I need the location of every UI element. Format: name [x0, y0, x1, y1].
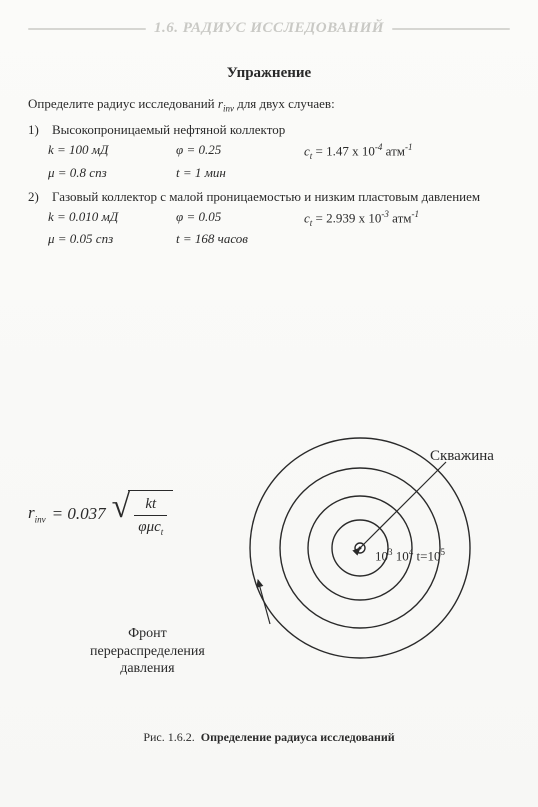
exercise-title: Упражнение — [28, 65, 510, 82]
label-time-ticks: 103 104 t=105 — [375, 547, 445, 564]
case-1-title: Высокопроницаемый нефтяной коллектор — [52, 122, 510, 138]
case-2-t: t = 168 часов — [176, 231, 276, 247]
caption-number: Рис. 1.6.2. — [143, 730, 194, 744]
case-1-t: t = 1 мин — [176, 165, 276, 181]
case-2-row-2: μ = 0.05 спз t = 168 часов — [48, 231, 510, 247]
case-1-row-2: μ = 0.8 спз t = 1 мин — [48, 165, 510, 181]
arrow-to-well — [360, 462, 446, 548]
page: 1.6. РАДИУС ИССЛЕДОВАНИЙ Упражнение Опре… — [0, 0, 538, 807]
case-1-mu: μ = 0.8 спз — [48, 165, 148, 181]
page-header: 1.6. РАДИУС ИССЛЕДОВАНИЙ — [28, 20, 510, 37]
case-1-number: 1) — [28, 122, 44, 138]
intro-text-a: Определите радиус исследований — [28, 96, 218, 111]
case-2: 2) Газовый коллектор с малой проницаемос… — [28, 189, 510, 205]
intro-symbol: rinv — [218, 96, 234, 111]
case-2-row-1: k = 0.010 мД φ = 0.05 ct = 2.939 x 10-3 … — [48, 209, 510, 228]
sqrt-icon: √ kt φμct — [112, 490, 174, 538]
radius-formula: rinv = 0.037 √ kt φμct — [28, 490, 173, 538]
case-1-ct: ct = 1.47 x 10-4 атм-1 — [304, 142, 412, 161]
case-1: 1) Высокопроницаемый нефтяной коллектор — [28, 122, 510, 138]
caption-text: Определение радиуса исследований — [201, 730, 395, 744]
case-1-phi: φ = 0.25 — [176, 142, 276, 161]
case-2-title: Газовый коллектор с малой проницаемостью… — [52, 189, 510, 205]
label-pressure-front: Фронт перераспределения давления — [90, 625, 205, 678]
header-rule-right — [392, 28, 510, 30]
case-2-ct: ct = 2.939 x 10-3 атм-1 — [304, 209, 419, 228]
header-rule-left — [28, 28, 146, 30]
exercise-intro: Определите радиус исследований rinv для … — [28, 96, 510, 114]
case-2-number: 2) — [28, 189, 44, 205]
figure-caption: Рис. 1.6.2. Определение радиуса исследов… — [0, 730, 538, 745]
case-2-k: k = 0.010 мД — [48, 209, 148, 228]
case-2-mu: μ = 0.05 спз — [48, 231, 148, 247]
intro-text-b: для двух случаев: — [234, 96, 335, 111]
case-1-row-1: k = 100 мД φ = 0.25 ct = 1.47 x 10-4 атм… — [48, 142, 510, 161]
case-2-phi: φ = 0.05 — [176, 209, 276, 228]
header-title: 1.6. РАДИУС ИССЛЕДОВАНИЙ — [154, 20, 384, 37]
label-well: Скважина — [430, 448, 494, 465]
arrow-to-front — [258, 580, 270, 624]
case-1-k: k = 100 мД — [48, 142, 148, 161]
figure: rinv = 0.037 √ kt φμct — [0, 420, 538, 700]
